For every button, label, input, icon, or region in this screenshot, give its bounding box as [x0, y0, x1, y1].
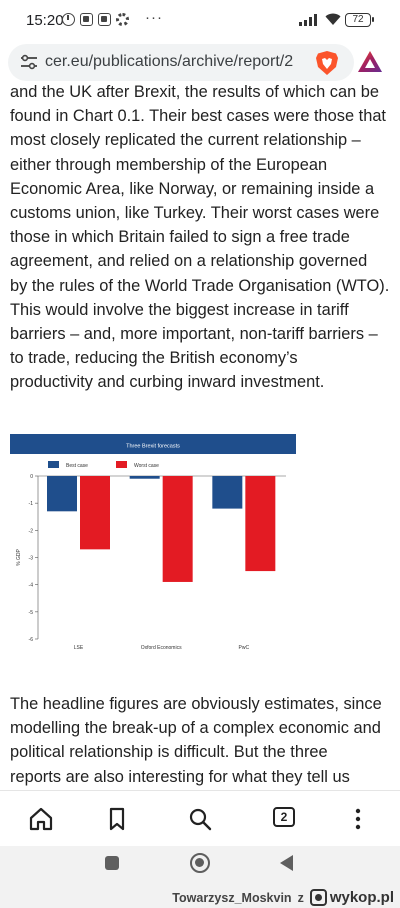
- more-notifications-icon: ···: [145, 9, 163, 26]
- legend-label: Best case: [66, 463, 88, 469]
- y-axis-label: % GDP: [16, 549, 22, 566]
- recent-apps-button[interactable]: [105, 856, 119, 870]
- article-paragraph: The headline figures are obviously estim…: [10, 692, 392, 789]
- legend-label: Worst case: [134, 463, 159, 469]
- brave-rewards-icon[interactable]: [357, 49, 383, 75]
- watermark-user: Towarzysz_Moskvin: [172, 890, 292, 905]
- status-time: 15:20: [26, 12, 64, 29]
- status-bar: 15:20 ··· 72: [0, 0, 400, 40]
- text-line: by the rules of the World Trade Organisa…: [10, 276, 390, 295]
- text-line: political relationship is difficult. But…: [10, 743, 328, 762]
- x-tick-label: Oxford Economics: [141, 645, 182, 651]
- legend-swatch: [48, 461, 59, 468]
- wykop-logo: wykop.pl: [309, 889, 394, 906]
- bar: [47, 476, 77, 512]
- status-icons: [62, 13, 129, 26]
- text-line: those in which Britain failed to sign a …: [10, 228, 350, 247]
- y-tick-label: -2: [29, 528, 34, 534]
- bar: [245, 476, 276, 572]
- brave-shields-icon[interactable]: [314, 50, 340, 76]
- text-line: most closely replicated the current rela…: [10, 131, 361, 150]
- chart-title-bar: [10, 434, 296, 454]
- text-line: reports are also interesting for what th…: [10, 767, 350, 786]
- bar: [129, 476, 160, 479]
- y-tick-label: -4: [29, 583, 34, 589]
- more-menu-icon[interactable]: [344, 805, 372, 833]
- y-tick-label: -3: [29, 556, 34, 562]
- bar: [80, 476, 110, 550]
- address-bar[interactable]: cer.eu/publications/archive/report/2: [8, 44, 354, 81]
- text-line: The headline figures are obviously estim…: [10, 695, 382, 713]
- text-line: Economic Area, like Norway, or remaining…: [10, 179, 375, 198]
- chart-title: Three Brexit forecasts: [126, 444, 180, 450]
- watermark: Towarzysz_Moskvin z wykop.pl: [172, 889, 394, 906]
- bar: [162, 476, 193, 582]
- system-home-button[interactable]: [190, 853, 210, 873]
- watermark-site: wykop.pl: [329, 889, 394, 906]
- y-tick-label: 0: [30, 474, 33, 480]
- x-tick-label: PwC: [239, 645, 250, 651]
- x-tick-label: LSE: [74, 645, 84, 651]
- signal-icon: [299, 14, 317, 26]
- home-button[interactable]: [27, 805, 55, 833]
- text-line: agreement, and relied on a relationship …: [10, 252, 368, 271]
- tab-switcher-button[interactable]: 2: [273, 807, 295, 827]
- chart-svg: Three Brexit forecasts 0 -1 -2 -3 -4 -5 -6 % GD…: [10, 434, 296, 651]
- y-tick-label: -5: [29, 610, 34, 616]
- wifi-icon: [325, 13, 341, 25]
- y-tick-label: -6: [29, 637, 34, 643]
- text-line: barriers – and, more important, non-tari…: [10, 325, 378, 344]
- watermark-via: z: [297, 890, 304, 905]
- wykop-logo-icon: [309, 889, 327, 906]
- text-line: modelling the break-up of a complex econ…: [10, 719, 381, 738]
- browser-toolbar: 2: [0, 790, 400, 846]
- text-line: either through membership of the Europea…: [10, 155, 328, 174]
- brexit-forecast-chart: Three Brexit forecasts 0 -1 -2 -3 -4 -5 -6 % GD…: [10, 434, 296, 654]
- alarm-icon: [62, 13, 75, 26]
- bar: [212, 476, 243, 509]
- text-line: customs union, like Turkey. Their worst …: [10, 204, 380, 223]
- notification-icon: [80, 13, 93, 26]
- battery-icon: 72: [345, 13, 374, 27]
- bookmark-button[interactable]: [103, 805, 131, 833]
- article-paragraph: and the UK after Brexit, the results of …: [10, 80, 392, 395]
- legend-swatch: [116, 461, 127, 468]
- system-back-button[interactable]: [280, 855, 293, 871]
- settings-icon: [116, 13, 129, 26]
- text-line: This would involve the biggest increase …: [10, 300, 349, 319]
- system-nav-bar: Towarzysz_Moskvin z wykop.pl: [0, 846, 400, 908]
- search-button[interactable]: [186, 805, 214, 833]
- y-tick-label: -1: [29, 501, 34, 507]
- site-settings-icon[interactable]: [20, 54, 38, 70]
- battery-level: 72: [352, 14, 364, 25]
- text-line: to trade, reducing the British economy’s: [10, 349, 298, 368]
- text-line: and the UK after Brexit, the results of …: [10, 83, 379, 101]
- notification-icon: [98, 13, 111, 26]
- url-text[interactable]: cer.eu/publications/archive/report/2: [45, 53, 294, 70]
- text-line: found in Chart 0.1. Their best cases wer…: [10, 107, 386, 126]
- text-line: productivity and curbing inward investme…: [10, 373, 325, 392]
